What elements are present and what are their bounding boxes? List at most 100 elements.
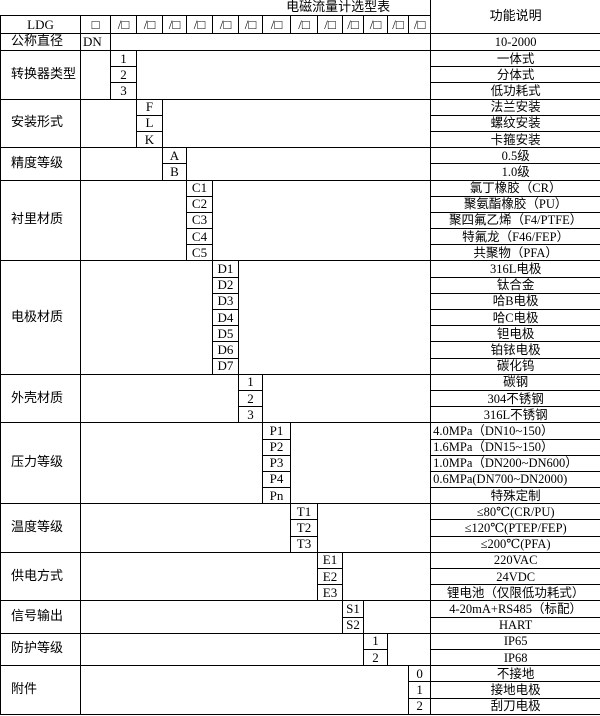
option-code: A	[162, 147, 187, 165]
option-desc: 一体式	[430, 49, 600, 68]
model-slot-box: /□	[238, 15, 263, 34]
blank-cell	[362, 600, 432, 634]
option-row: P2 1.6MPa（DN15~150）	[1, 438, 600, 456]
model-prefix: LDG	[0, 15, 81, 34]
option-desc: 共聚物（PFA）	[430, 244, 600, 262]
blank-cell	[80, 632, 364, 667]
option-desc: 304不锈钢	[430, 389, 600, 408]
option-row: C3 聚四氟乙烯（F4/PTFE）	[1, 211, 600, 230]
option-code: D2	[212, 276, 239, 294]
option-code: 2	[110, 66, 137, 84]
option-row: E2 24VDC	[1, 567, 600, 586]
option-code: B	[162, 163, 187, 181]
option-desc: 4.0MPa（DN10~150）	[430, 422, 600, 440]
option-row: E3 锂电池（仅限低功耗式）	[1, 584, 600, 602]
option-code: P1	[262, 422, 291, 440]
option-row: 3 低功耗式	[1, 82, 600, 100]
option-desc: HART	[430, 616, 600, 634]
blank-cell	[261, 373, 432, 424]
group-label: 信号输出	[0, 600, 81, 634]
option-code: D5	[212, 325, 239, 343]
option-row: 附件 0 不接地	[0, 665, 600, 715]
blank-cell	[80, 503, 291, 553]
model-slot-box: /□	[290, 15, 318, 34]
option-code: P2	[262, 438, 291, 456]
blank-cell	[211, 179, 432, 262]
option-desc: IP65	[430, 632, 600, 650]
option-code: P4	[262, 470, 291, 489]
option-code: T2	[290, 519, 318, 537]
option-row: 外壳材质 1 碳钢	[0, 373, 600, 424]
option-code: D4	[212, 308, 239, 327]
option-desc: 锂电池（仅限低功耗式）	[430, 584, 600, 602]
option-row: Pn 特殊定制	[1, 487, 600, 505]
option-code: 3	[110, 82, 137, 100]
option-code: C3	[186, 211, 213, 230]
nominal-diameter-code: DN	[80, 33, 111, 51]
option-code: F	[136, 98, 163, 116]
group-label: 衬里材质	[0, 179, 81, 262]
model-slot-box: /□	[186, 15, 213, 34]
option-desc: IP68	[430, 648, 600, 667]
blank-cell	[80, 422, 263, 505]
option-desc: 螺纹安装	[430, 114, 600, 132]
model-slot-box: /□	[387, 15, 409, 34]
option-row: P4 0.6MPa(DN700~DN2000)	[1, 470, 600, 489]
group-label: 电极材质	[0, 260, 81, 375]
option-code: C2	[186, 195, 213, 213]
option-desc: 220VAC	[430, 551, 600, 570]
option-code: D3	[212, 292, 239, 311]
option-code: 2	[238, 389, 263, 408]
option-row: C5 共聚物（PFA）	[1, 244, 600, 262]
option-desc: 分体式	[430, 66, 600, 84]
model-slot-box: □	[80, 15, 111, 34]
option-code: D7	[212, 357, 239, 375]
model-slot-box: /□	[162, 15, 187, 34]
option-row: T3 ≤200℃(PFA)	[1, 535, 600, 553]
blank-cell	[80, 260, 213, 375]
option-code: C5	[186, 244, 213, 262]
option-code: 0	[407, 665, 432, 683]
option-code: 2	[363, 648, 388, 667]
blank-cell	[316, 503, 432, 553]
option-code: 1	[110, 49, 137, 68]
option-row: 压力等级 P1 4.0MPa（DN10~150）	[0, 422, 600, 505]
option-row: B 1.0级	[1, 163, 600, 181]
option-desc: 0.5级	[430, 147, 600, 165]
option-desc: 低功耗式	[430, 82, 600, 100]
option-desc: ≤80℃(CR/PU)	[430, 503, 600, 521]
option-code: 2	[407, 697, 432, 715]
blank-cell	[386, 632, 432, 667]
option-desc: 0.6MPa(DN700~DN2000)	[430, 470, 600, 489]
group-label: 附件	[0, 665, 81, 715]
option-desc: 1.0级	[430, 163, 600, 181]
option-code: L	[136, 114, 163, 132]
option-desc: 碳化钨	[430, 357, 600, 375]
option-row: 信号输出 S1 4-20mA+RS485（标配）	[0, 600, 600, 634]
option-code: D6	[212, 341, 239, 359]
group-label: 压力等级	[0, 422, 81, 505]
option-desc: ≤200℃(PFA)	[430, 535, 600, 553]
blank-cell	[80, 665, 409, 715]
option-code: 1	[363, 632, 388, 650]
blank-cell	[80, 373, 239, 424]
model-slot-box: /□	[342, 15, 364, 34]
model-slot-box: /□	[110, 15, 137, 34]
option-code: T3	[290, 535, 318, 553]
group-label: 精度等级	[0, 147, 81, 181]
option-desc: 4-20mA+RS485（标配）	[430, 600, 600, 618]
model-slot-box: /□	[317, 15, 343, 34]
option-row: S2 HART	[1, 616, 600, 634]
blank-cell	[237, 260, 432, 375]
option-row: 防护等级 1 IP65	[0, 632, 600, 667]
option-code: C4	[186, 228, 213, 246]
option-desc: 哈C电极	[430, 308, 600, 327]
group-label: 供电方式	[0, 551, 81, 602]
option-code: Pn	[262, 487, 291, 505]
option-row: 衬里材质 C1 氯丁橡胶（CR）	[0, 179, 600, 262]
option-desc: 氯丁橡胶（CR）	[430, 179, 600, 197]
group-label: 外壳材质	[0, 373, 81, 424]
option-desc: 卡箍安装	[430, 130, 600, 149]
option-row: 转换器类型 1 一体式	[0, 49, 600, 100]
option-row: D6 铂铱电极	[1, 341, 600, 359]
